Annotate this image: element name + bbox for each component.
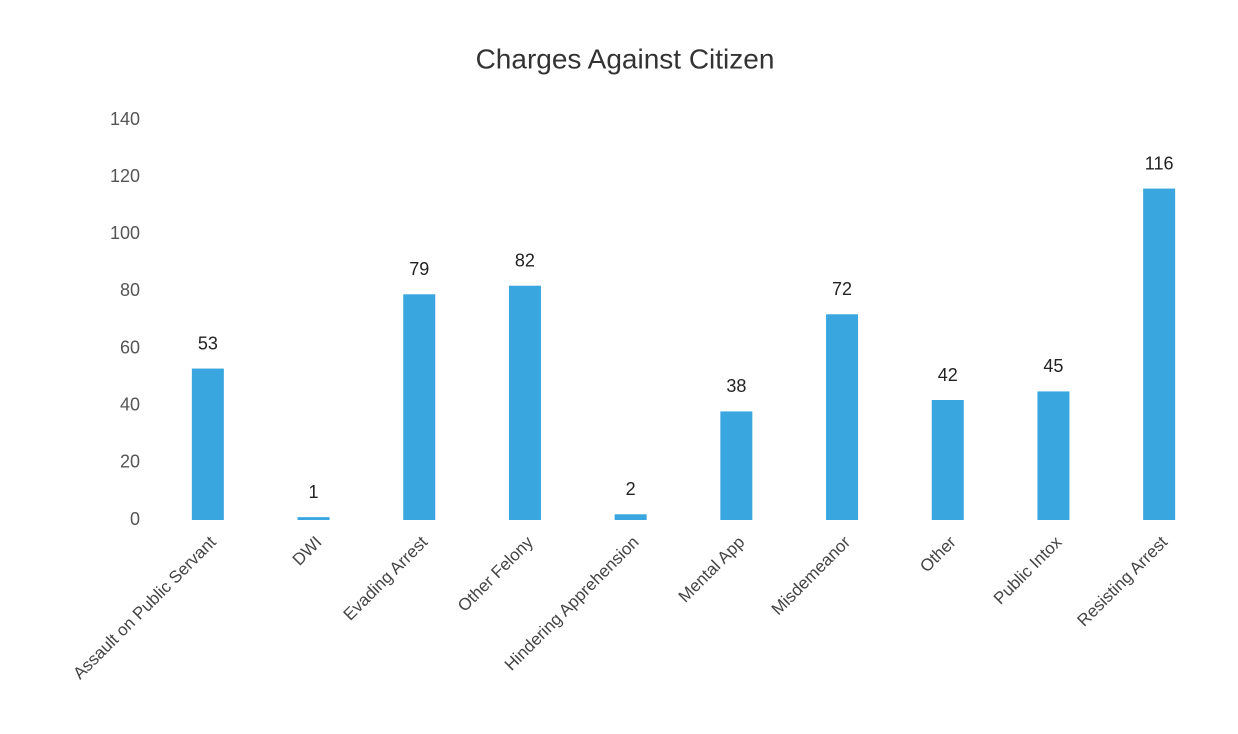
data-label: 38 [726,376,746,396]
data-label: 42 [938,365,958,385]
data-label: 72 [832,279,852,299]
bar [1143,188,1176,521]
data-label: 53 [198,333,218,353]
y-tick-label: 120 [110,166,140,186]
y-tick-label: 100 [110,223,140,243]
y-tick-label: 0 [130,509,140,529]
bar [403,294,436,520]
bar [614,514,647,520]
y-tick-label: 20 [120,452,140,472]
data-label: 45 [1043,356,1063,376]
bar [297,517,330,520]
data-label: 79 [409,259,429,279]
bar [931,400,964,520]
data-label: 82 [515,250,535,270]
data-label: 116 [1145,153,1174,173]
bar [508,285,541,520]
chart-title: Charges Against Citizen [476,43,775,74]
y-tick-label: 40 [120,394,140,414]
bar [1037,391,1070,520]
bar [826,314,859,520]
y-tick-label: 80 [120,280,140,300]
bar [191,368,224,520]
data-label: 1 [309,482,319,502]
y-tick-label: 60 [120,337,140,357]
data-label: 2 [626,479,636,499]
bar [720,411,753,520]
y-tick-label: 140 [110,109,140,129]
